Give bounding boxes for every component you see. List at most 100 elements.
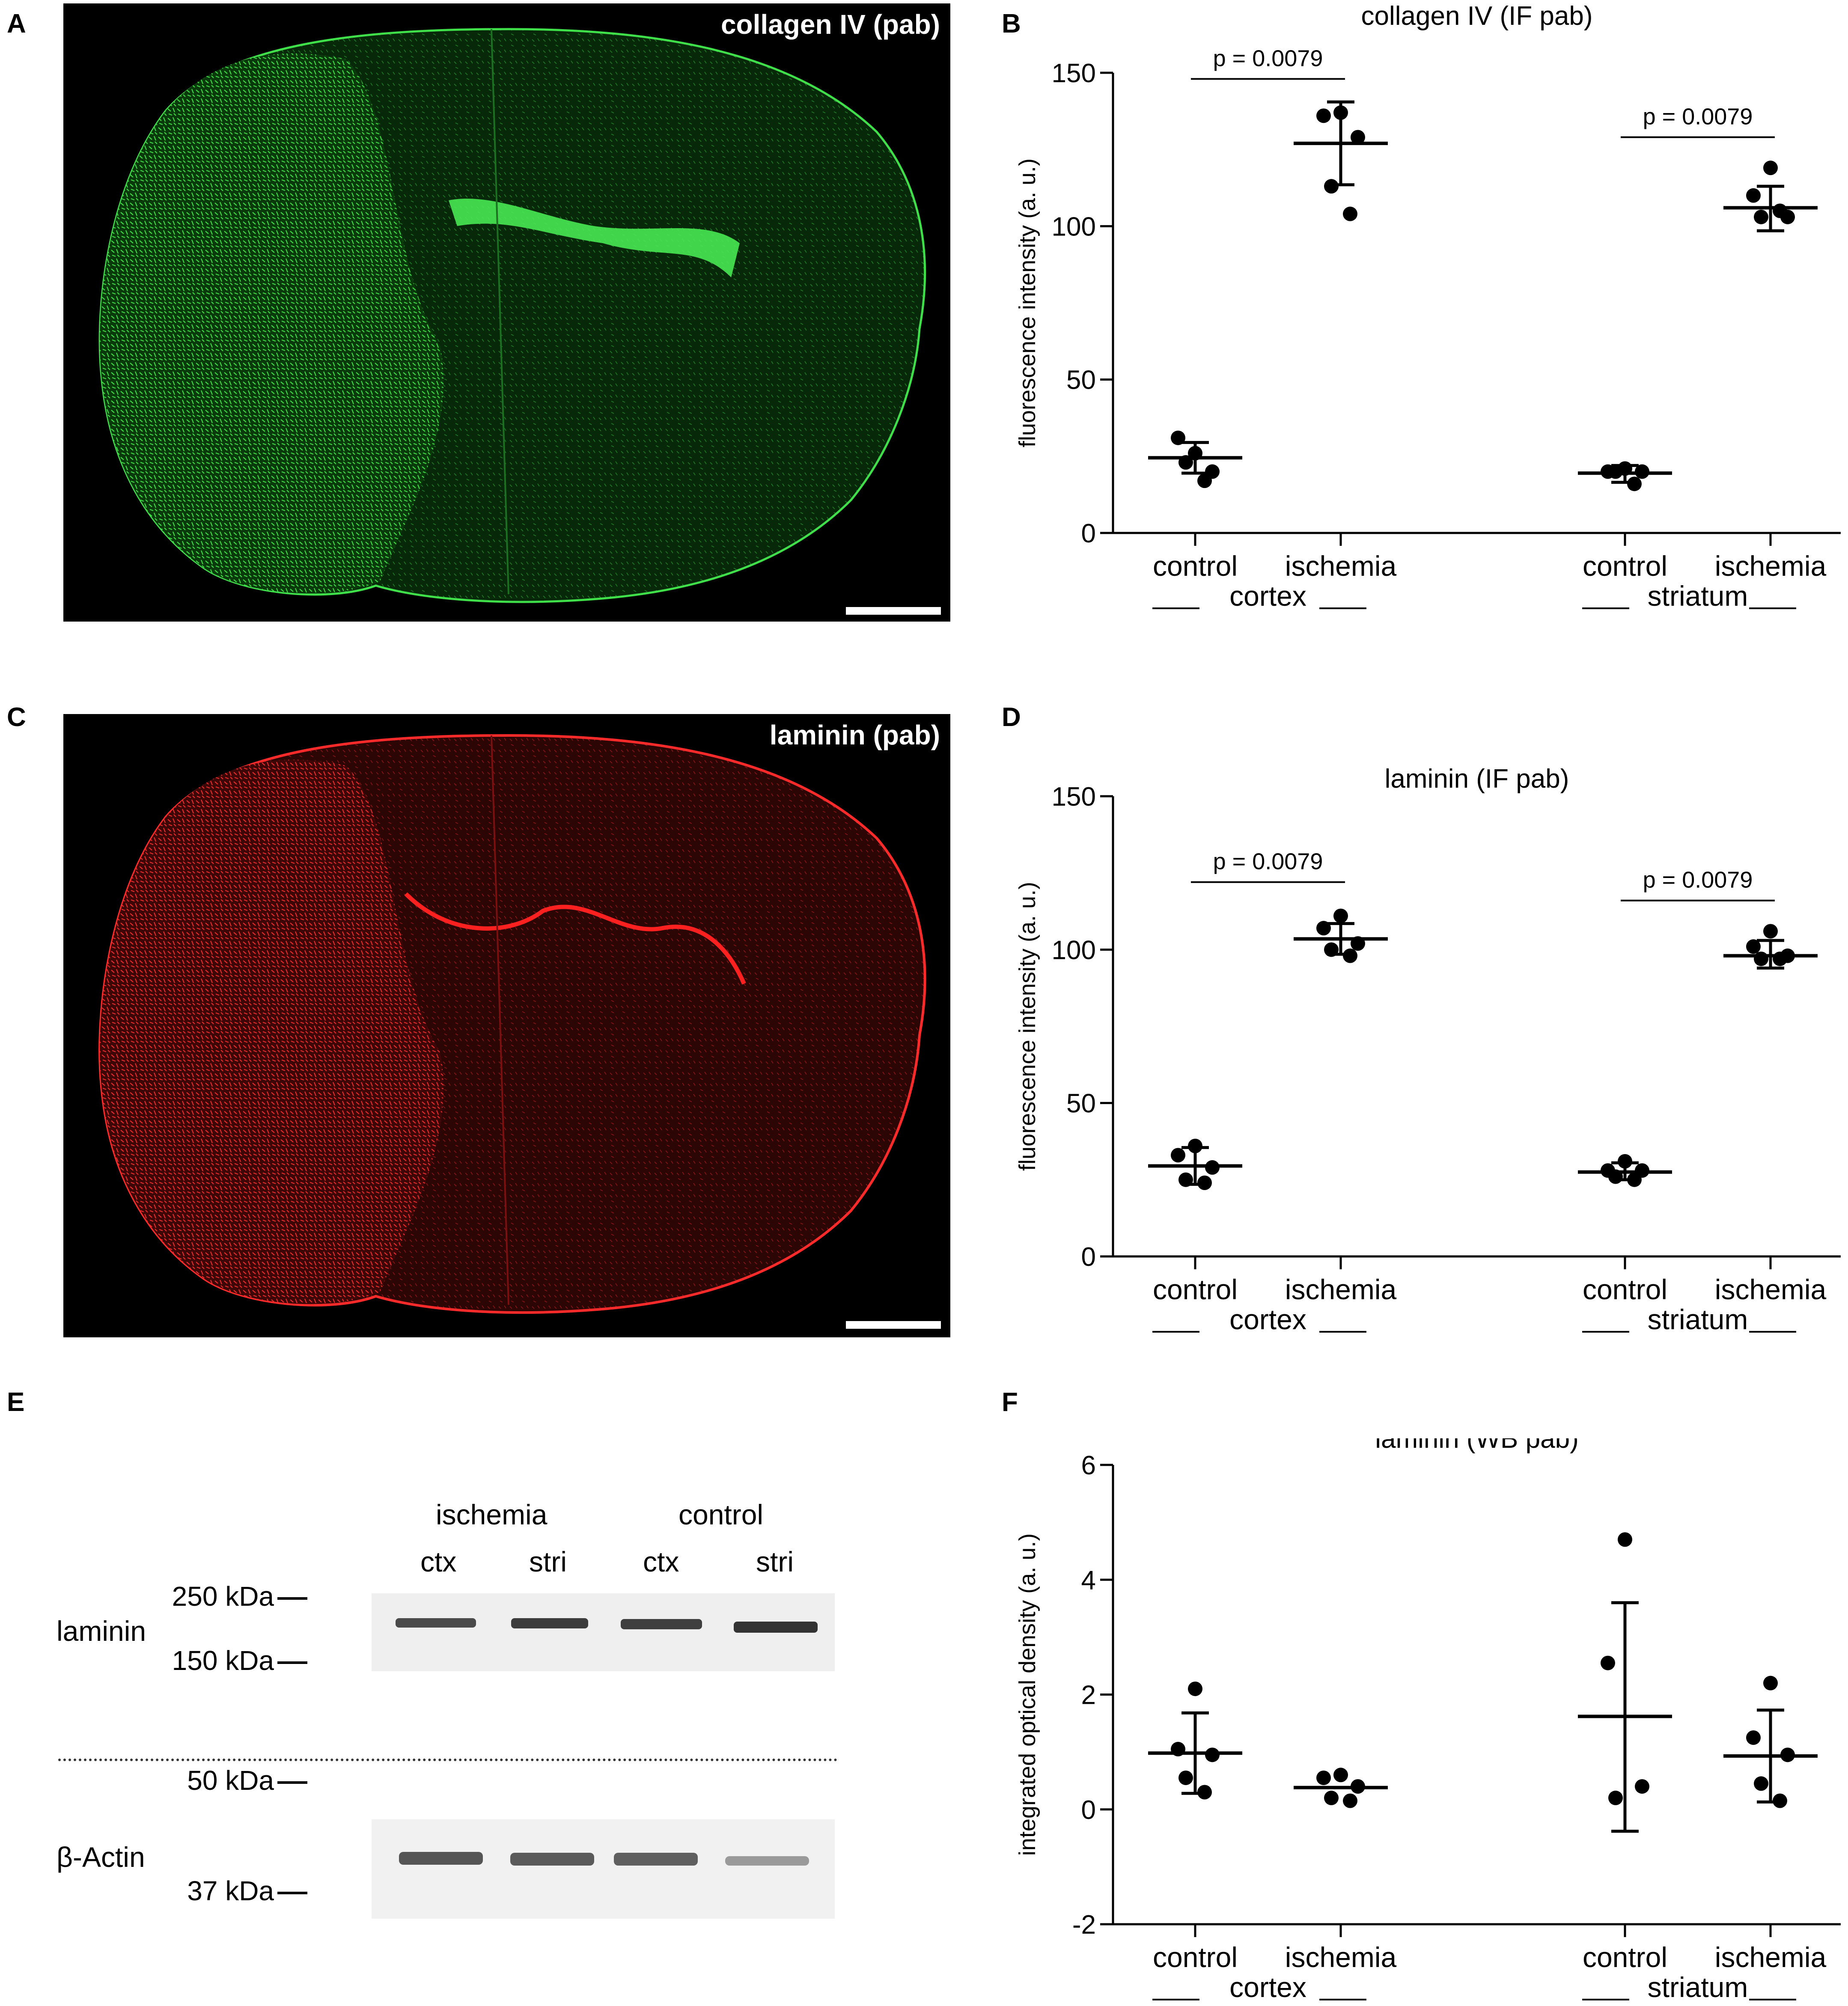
data-point (1188, 1139, 1202, 1153)
data-point (1351, 936, 1365, 951)
data-point (1608, 1169, 1623, 1184)
group-label: striatum (1648, 1304, 1748, 1335)
group-header-control: control (678, 1499, 764, 1530)
marker-label: 150 kDa (172, 1645, 274, 1676)
data-point (1351, 130, 1365, 145)
band (510, 1853, 594, 1866)
y-tick-label: 150 (1052, 782, 1096, 812)
x-tick-label: control (1583, 1274, 1667, 1305)
scale-bar (846, 607, 941, 615)
data-point (1754, 1776, 1768, 1791)
x-tick-label: ischemia (1715, 1941, 1827, 1973)
data-point (1635, 464, 1649, 479)
panel-letter-e: E (7, 1387, 25, 1417)
data-point (1746, 939, 1761, 954)
y-tick-label: 2 (1081, 1681, 1096, 1710)
actin-blot-strip (372, 1819, 835, 1919)
lane-label: ctx (420, 1546, 457, 1577)
data-point (1324, 942, 1339, 957)
data-point (1316, 108, 1331, 123)
band (621, 1619, 702, 1629)
band (614, 1853, 698, 1866)
data-point (1746, 188, 1761, 203)
data-point (1608, 1790, 1623, 1805)
scale-bar (846, 1321, 941, 1329)
y-tick-label: -2 (1072, 1910, 1096, 1940)
lane-label: ctx (643, 1546, 679, 1577)
y-tick-label: 0 (1081, 1795, 1096, 1825)
data-point (1780, 1747, 1795, 1762)
data-point (1178, 1172, 1193, 1187)
y-axis-label: integrated optical density (a. u.) (1015, 1533, 1040, 1856)
brain-section-laminin (98, 734, 926, 1314)
data-point (1324, 1790, 1339, 1805)
chart-svg: collagen IV (IF pab) 0 50 100 150 fluorescenc… (1015, 1, 1841, 612)
dotted-divider (58, 1759, 837, 1761)
x-tick-label: ischemia (1285, 1274, 1397, 1305)
panel-letter-d: D (1002, 702, 1021, 732)
chart-collagen-iv-if: collagen IV (IF pab) 0 50 100 150 fluorescenc… (1010, 0, 1848, 625)
data-point (1171, 430, 1185, 445)
data-point (1343, 206, 1357, 221)
micrograph-title: laminin (pab) (769, 720, 940, 750)
data-point (1618, 1154, 1632, 1169)
x-tick-label: control (1153, 550, 1238, 582)
marker-label: 37 kDa (187, 1875, 274, 1906)
y-tick-label: 100 (1052, 212, 1096, 241)
panel-letter-b: B (1002, 9, 1021, 39)
data-point (1197, 1176, 1212, 1190)
chart-laminin-if: laminin (IF pab) 0 50 100 150 fluorescence in… (1010, 723, 1848, 1348)
data-point (1171, 1148, 1185, 1163)
y-tick-label: 4 (1081, 1566, 1096, 1595)
data-point (1316, 921, 1331, 936)
chart-title: laminin (WB pab) (1375, 1438, 1578, 1454)
micrograph-laminin: laminin (pab) (63, 714, 950, 1337)
data-point (1333, 908, 1348, 923)
data-point (1754, 209, 1768, 224)
row-label-laminin: laminin (57, 1615, 146, 1647)
marker-150: 150 kDa (170, 1645, 307, 1676)
data-point (1197, 473, 1212, 488)
x-tick-label: control (1153, 1941, 1238, 1973)
band (734, 1622, 818, 1633)
x-tick-label: control (1583, 550, 1667, 582)
p-value-label: p = 0.0079 (1213, 45, 1323, 71)
chart-laminin-wb: laminin (WB pab) -2 0 2 4 6 integrated optical… (1010, 1424, 1848, 2004)
lane-label: stri (756, 1546, 794, 1577)
y-tick-label: 100 (1052, 935, 1096, 965)
y-tick-label: 0 (1081, 519, 1096, 548)
data-point (1205, 1160, 1220, 1175)
data-point (1746, 1730, 1761, 1745)
data-point (1773, 1793, 1787, 1808)
chart-title: collagen IV (IF pab) (1361, 1, 1592, 31)
data-point (1754, 951, 1768, 966)
data-point (1763, 161, 1778, 176)
group-label: striatum (1648, 580, 1748, 612)
micrograph-title: collagen IV (pab) (720, 9, 940, 40)
y-axis-label: fluorescence intensity (a. u.) (1015, 158, 1040, 447)
y-tick-label: 50 (1066, 366, 1096, 395)
band (725, 1856, 809, 1866)
x-tick-label: control (1583, 1941, 1667, 1973)
laminin-blot-strip (372, 1593, 835, 1671)
data-point (1205, 1747, 1220, 1762)
marker-label: 50 kDa (187, 1765, 274, 1796)
marker-250: 250 kDa (170, 1580, 307, 1612)
group-label: cortex (1229, 580, 1306, 612)
y-tick-label: 0 (1081, 1242, 1096, 1272)
group-label: striatum (1648, 1971, 1748, 2003)
data-point (1343, 948, 1357, 963)
chart-svg: laminin (IF pab) 0 50 100 150 fluorescence in… (1015, 764, 1841, 1335)
lane-label: stri (529, 1546, 567, 1577)
group-header-ischemia: ischemia (436, 1499, 548, 1530)
x-tick-label: ischemia (1285, 1941, 1397, 1973)
data-point (1627, 476, 1642, 491)
chart-title: laminin (IF pab) (1385, 764, 1569, 794)
band (399, 1852, 483, 1865)
data-point (1763, 1676, 1778, 1691)
data-point (1197, 1785, 1212, 1800)
data-point (1608, 464, 1623, 479)
x-tick-label: ischemia (1715, 550, 1827, 582)
x-tick-label: control (1153, 1274, 1238, 1305)
data-point (1178, 1770, 1193, 1785)
